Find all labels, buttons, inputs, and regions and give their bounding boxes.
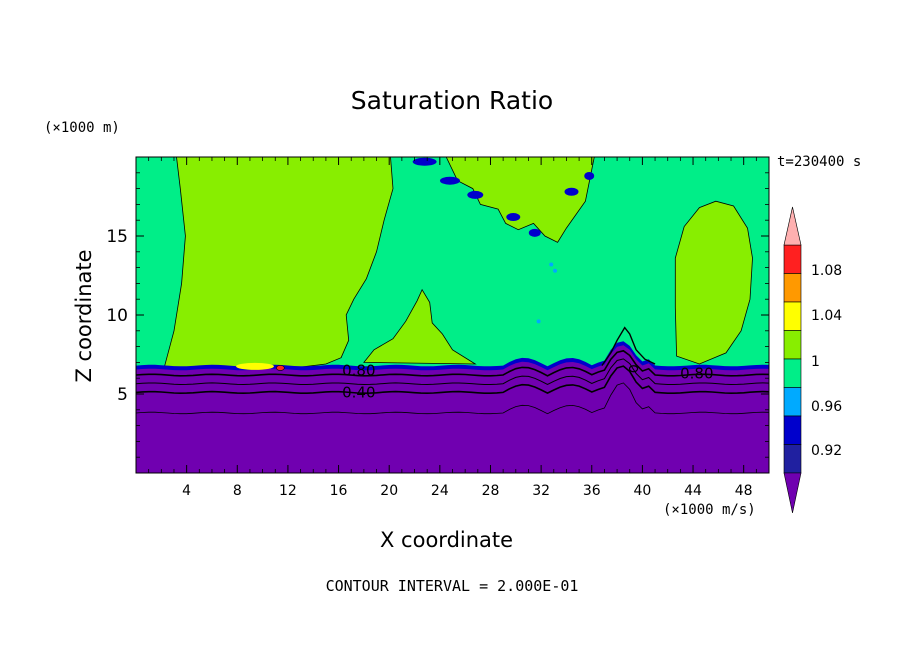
colorbar-label: 0.96 (811, 399, 842, 415)
colorbar-label: 1.04 (811, 308, 842, 324)
contour-label: 0.80 (680, 364, 713, 382)
dry-speck (536, 319, 541, 324)
contour-line-0.40 (136, 365, 769, 395)
supersaturated-core (276, 365, 285, 371)
contour-label-text: 0.80 (680, 364, 713, 382)
dry-speck (506, 213, 521, 222)
contour-label-text: 0.80 (342, 361, 375, 379)
contour-interval-note: CONTOUR INTERVAL = 2.000E-01 (325, 577, 579, 595)
chart-title: Saturation Ratio (350, 86, 554, 115)
dry-transition-band (136, 341, 769, 372)
time-label: t=230400 s (777, 154, 862, 170)
moist-patch-right (674, 200, 753, 365)
x-tick-label: 16 (330, 483, 348, 499)
colorbar-band (783, 387, 802, 417)
colorbar-band (783, 273, 802, 303)
colorbar-label: 1 (811, 354, 820, 370)
y-tick-label: 10 (106, 306, 128, 326)
colorbar-band (783, 244, 802, 274)
contour-line (136, 358, 769, 386)
colorbar-band (783, 444, 802, 474)
contour-line-0.80 (136, 349, 769, 377)
colorbar-label: 1.08 (811, 263, 842, 279)
dry-speck (564, 187, 579, 196)
supersaturated-spot (236, 362, 275, 370)
dry-speck (584, 171, 595, 180)
contour-line (628, 365, 639, 373)
x-tick-label: 40 (633, 483, 651, 499)
contour-label: 0.40 (342, 383, 375, 401)
colorbar-extend-min (783, 472, 802, 514)
x-tick-label: 32 (532, 483, 550, 499)
contour-line (601, 326, 656, 367)
dry-speck (412, 157, 437, 166)
dry-speck (549, 262, 554, 267)
x-tick-label: 44 (684, 483, 702, 499)
y-tick-label: 15 (106, 227, 128, 247)
colorbar-band (783, 358, 802, 388)
x-tick-label: 36 (583, 483, 601, 499)
moist-patch-center (363, 288, 477, 365)
x-unit-label: (×1000 m/s) (663, 502, 756, 518)
dry-speck (467, 190, 484, 199)
dry-speck (528, 228, 541, 237)
dry-speck (553, 268, 558, 273)
y-tick-label: 5 (117, 385, 128, 405)
y-unit-label: (×1000 m) (44, 120, 120, 136)
x-tick-label: 48 (735, 483, 753, 499)
colorbar-label: 0.92 (811, 443, 842, 459)
x-tick-label: 24 (431, 483, 449, 499)
colorbar-band (783, 415, 802, 445)
moist-patch-left (163, 157, 394, 370)
x-axis-label: X coordinate (380, 528, 514, 552)
contour-line (136, 382, 769, 415)
contour-label: 0.80 (342, 361, 375, 379)
x-tick-label: 4 (182, 483, 191, 499)
x-tick-label: 8 (233, 483, 242, 499)
colorbar-extend-max (783, 206, 802, 246)
dry-speck (439, 176, 460, 185)
contour-label-text: 0.40 (342, 383, 375, 401)
x-tick-label: 28 (482, 483, 500, 499)
plot-area (136, 157, 769, 473)
colorbar-band (783, 330, 802, 360)
x-tick-label: 20 (380, 483, 398, 499)
colorbar-band (783, 301, 802, 331)
colorbar: 0.92 0.96 1 1.04 1.08 (783, 206, 842, 514)
x-tick-label: 12 (279, 483, 297, 499)
